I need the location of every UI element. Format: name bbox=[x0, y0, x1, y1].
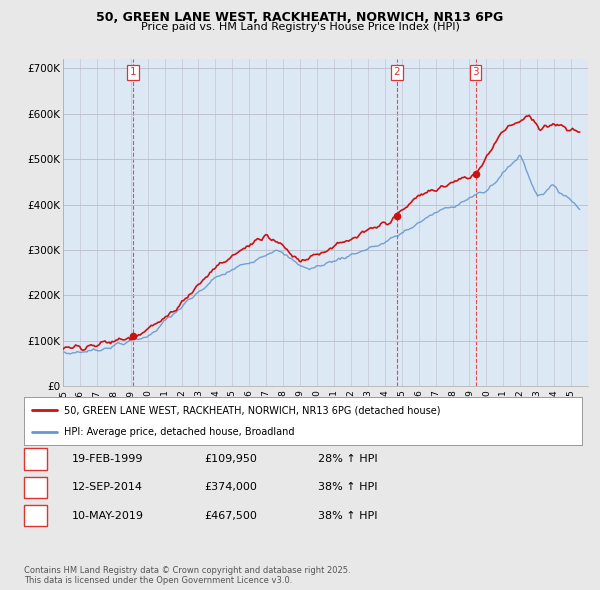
Text: 50, GREEN LANE WEST, RACKHEATH, NORWICH, NR13 6PG: 50, GREEN LANE WEST, RACKHEATH, NORWICH,… bbox=[97, 11, 503, 24]
Text: 19-FEB-1999: 19-FEB-1999 bbox=[72, 454, 143, 464]
Text: 1: 1 bbox=[32, 454, 39, 464]
Text: 3: 3 bbox=[472, 67, 479, 77]
Text: 1: 1 bbox=[130, 67, 136, 77]
Text: 10-MAY-2019: 10-MAY-2019 bbox=[72, 511, 144, 520]
Text: £109,950: £109,950 bbox=[204, 454, 257, 464]
Text: HPI: Average price, detached house, Broadland: HPI: Average price, detached house, Broa… bbox=[64, 427, 295, 437]
Text: 50, GREEN LANE WEST, RACKHEATH, NORWICH, NR13 6PG (detached house): 50, GREEN LANE WEST, RACKHEATH, NORWICH,… bbox=[64, 405, 440, 415]
Text: Price paid vs. HM Land Registry's House Price Index (HPI): Price paid vs. HM Land Registry's House … bbox=[140, 22, 460, 32]
Text: £467,500: £467,500 bbox=[204, 511, 257, 520]
Text: 2: 2 bbox=[394, 67, 400, 77]
Text: 38% ↑ HPI: 38% ↑ HPI bbox=[318, 511, 377, 520]
Text: £374,000: £374,000 bbox=[204, 483, 257, 492]
Text: 38% ↑ HPI: 38% ↑ HPI bbox=[318, 483, 377, 492]
Text: 3: 3 bbox=[32, 511, 39, 520]
Text: Contains HM Land Registry data © Crown copyright and database right 2025.
This d: Contains HM Land Registry data © Crown c… bbox=[24, 566, 350, 585]
Text: 28% ↑ HPI: 28% ↑ HPI bbox=[318, 454, 377, 464]
Text: 2: 2 bbox=[32, 483, 39, 492]
Text: 12-SEP-2014: 12-SEP-2014 bbox=[72, 483, 143, 492]
